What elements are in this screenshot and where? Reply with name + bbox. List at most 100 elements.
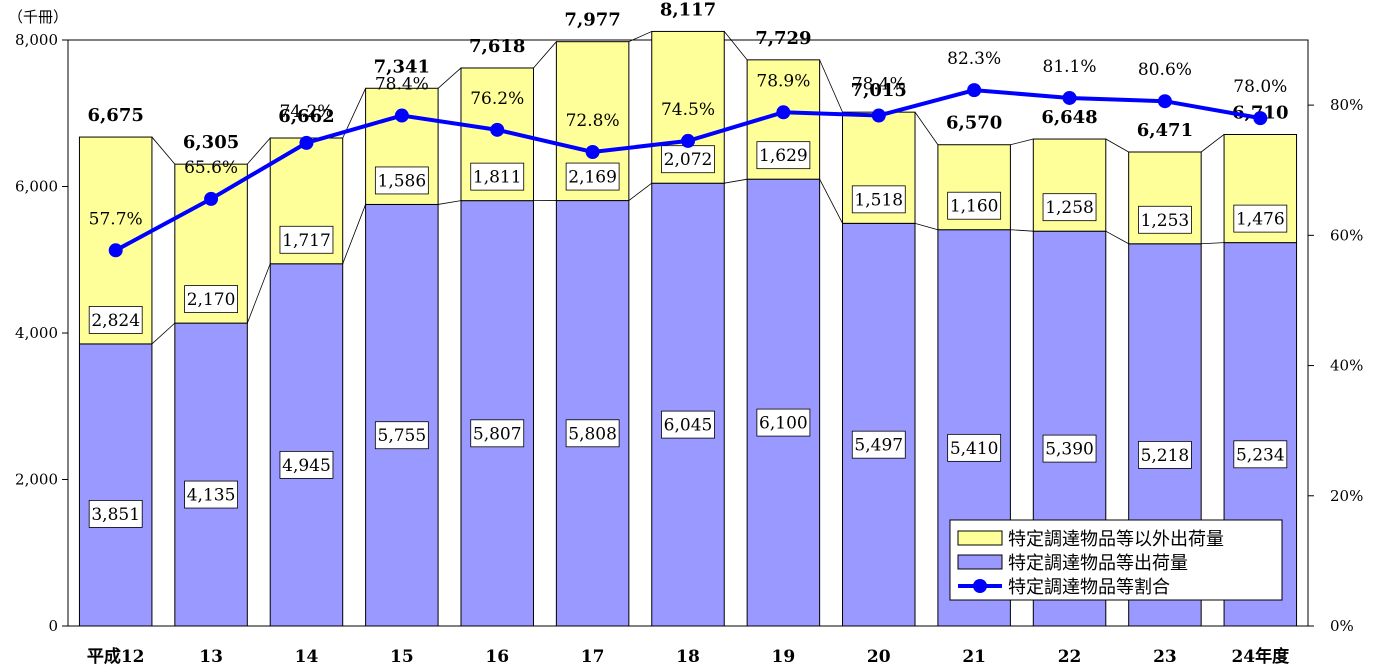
bar-shipments — [366, 204, 438, 626]
total-label: 6,471 — [1137, 120, 1193, 141]
series-connector — [1106, 231, 1129, 244]
percent-point — [967, 83, 981, 97]
percent-label: 78.9% — [756, 71, 810, 91]
series-connector — [152, 323, 175, 344]
other-value-label: 1,811 — [473, 168, 522, 188]
total-label: 6,570 — [946, 113, 1002, 134]
other-value-label: 2,170 — [187, 290, 236, 310]
y-left-tick-label: 2,000 — [15, 471, 58, 489]
percent-point — [490, 123, 504, 137]
bar-value-label: 5,755 — [378, 426, 427, 446]
other-value-label: 1,518 — [854, 190, 903, 210]
other-value-label: 2,072 — [664, 150, 713, 170]
series-connector — [915, 223, 938, 229]
other-value-label: 1,629 — [759, 146, 808, 166]
series-connector — [1010, 139, 1033, 145]
series-connector — [438, 68, 461, 88]
series-connector — [247, 264, 270, 323]
series-connector — [533, 42, 556, 68]
percent-label: 81.1% — [1043, 57, 1097, 77]
y-right-tick-label: 40% — [1330, 357, 1363, 375]
y-right-tick-label: 0% — [1330, 617, 1354, 635]
y-left-tick-label: 6,000 — [15, 178, 58, 196]
percent-label: 65.6% — [184, 158, 238, 178]
other-value-label: 1,586 — [378, 171, 427, 191]
other-value-label: 2,824 — [91, 311, 140, 331]
y-right-tick-label: 20% — [1330, 487, 1363, 505]
bar-value-label: 5,808 — [568, 424, 617, 444]
y-left-tick-label: 4,000 — [15, 324, 58, 342]
bar-shipments — [747, 179, 819, 626]
series-connector — [438, 201, 461, 205]
x-tick-label: 13 — [199, 647, 223, 667]
bar-shipments — [175, 323, 247, 626]
percent-label: 78.4% — [852, 75, 906, 95]
series-connector — [724, 31, 747, 59]
percent-point — [872, 109, 886, 123]
x-tick-label: 16 — [485, 647, 509, 667]
bar-value-label: 5,218 — [1141, 446, 1190, 466]
bar-value-label: 5,497 — [854, 436, 903, 456]
bar-shipments — [461, 201, 533, 626]
x-tick-label: 18 — [676, 647, 700, 667]
other-value-label: 2,169 — [568, 168, 617, 188]
bar-shipments — [270, 264, 342, 626]
series-connector — [629, 183, 652, 200]
x-tick-label: 19 — [772, 647, 796, 667]
series-connector — [724, 179, 747, 183]
series-connector — [343, 204, 366, 263]
x-tick-label: 20 — [867, 647, 891, 667]
x-tick-label: 23 — [1153, 647, 1177, 667]
percent-label: 80.6% — [1138, 60, 1192, 80]
percent-label: 76.2% — [470, 89, 524, 109]
y-right-tick-label: 60% — [1330, 226, 1363, 244]
x-tick-label: 14 — [295, 647, 319, 667]
other-value-label: 1,160 — [950, 197, 999, 217]
other-value-label: 1,253 — [1141, 211, 1190, 231]
series-connector — [1010, 230, 1033, 231]
bar-value-label: 6,045 — [664, 416, 713, 436]
percent-label: 57.7% — [89, 209, 143, 229]
legend-swatch-other — [958, 531, 1002, 545]
bar-value-label: 5,807 — [473, 424, 522, 444]
y-left-tick-label: 0 — [48, 617, 58, 635]
bar-value-label: 5,410 — [950, 439, 999, 459]
other-value-label: 1,476 — [1236, 210, 1285, 230]
percent-point — [109, 243, 123, 257]
percent-point — [586, 145, 600, 159]
series-connector — [820, 60, 843, 112]
percent-point — [395, 109, 409, 123]
series-connector — [915, 112, 938, 145]
total-label: 7,729 — [755, 28, 811, 49]
bar-value-label: 5,234 — [1236, 445, 1285, 465]
percent-label: 78.0% — [1233, 77, 1287, 97]
other-value-label: 1,717 — [282, 231, 331, 251]
series-connector — [247, 138, 270, 164]
total-label: 6,675 — [88, 105, 144, 126]
series-connector — [1201, 243, 1224, 244]
total-label: 6,305 — [183, 132, 239, 153]
percent-label: 72.8% — [566, 111, 620, 131]
percent-point — [204, 192, 218, 206]
total-label: 6,648 — [1041, 107, 1097, 128]
bar-value-label: 4,945 — [282, 456, 331, 476]
bar-value-label: 3,851 — [91, 505, 140, 525]
x-tick-label: 17 — [581, 647, 605, 667]
total-label: 8,117 — [660, 0, 716, 20]
bar-shipments — [556, 201, 628, 626]
legend-label-shipments: 特定調達物品等出荷量 — [1008, 553, 1188, 574]
bar-value-label: 6,100 — [759, 414, 808, 434]
legend-swatch-ratio-marker — [973, 579, 987, 593]
x-tick-label: 24年度 — [1231, 646, 1290, 667]
series-connector — [1106, 139, 1129, 152]
bar-shipments — [652, 183, 724, 626]
y-right-tick-label: 80% — [1330, 96, 1363, 114]
total-label: 7,618 — [469, 36, 525, 57]
percent-point — [681, 134, 695, 148]
x-tick-label: 22 — [1058, 647, 1082, 667]
total-label: 7,977 — [564, 10, 620, 31]
legend-label-ratio: 特定調達物品等割合 — [1008, 577, 1170, 598]
x-tick-label: 平成12 — [87, 646, 145, 667]
x-tick-label: 15 — [390, 647, 414, 667]
